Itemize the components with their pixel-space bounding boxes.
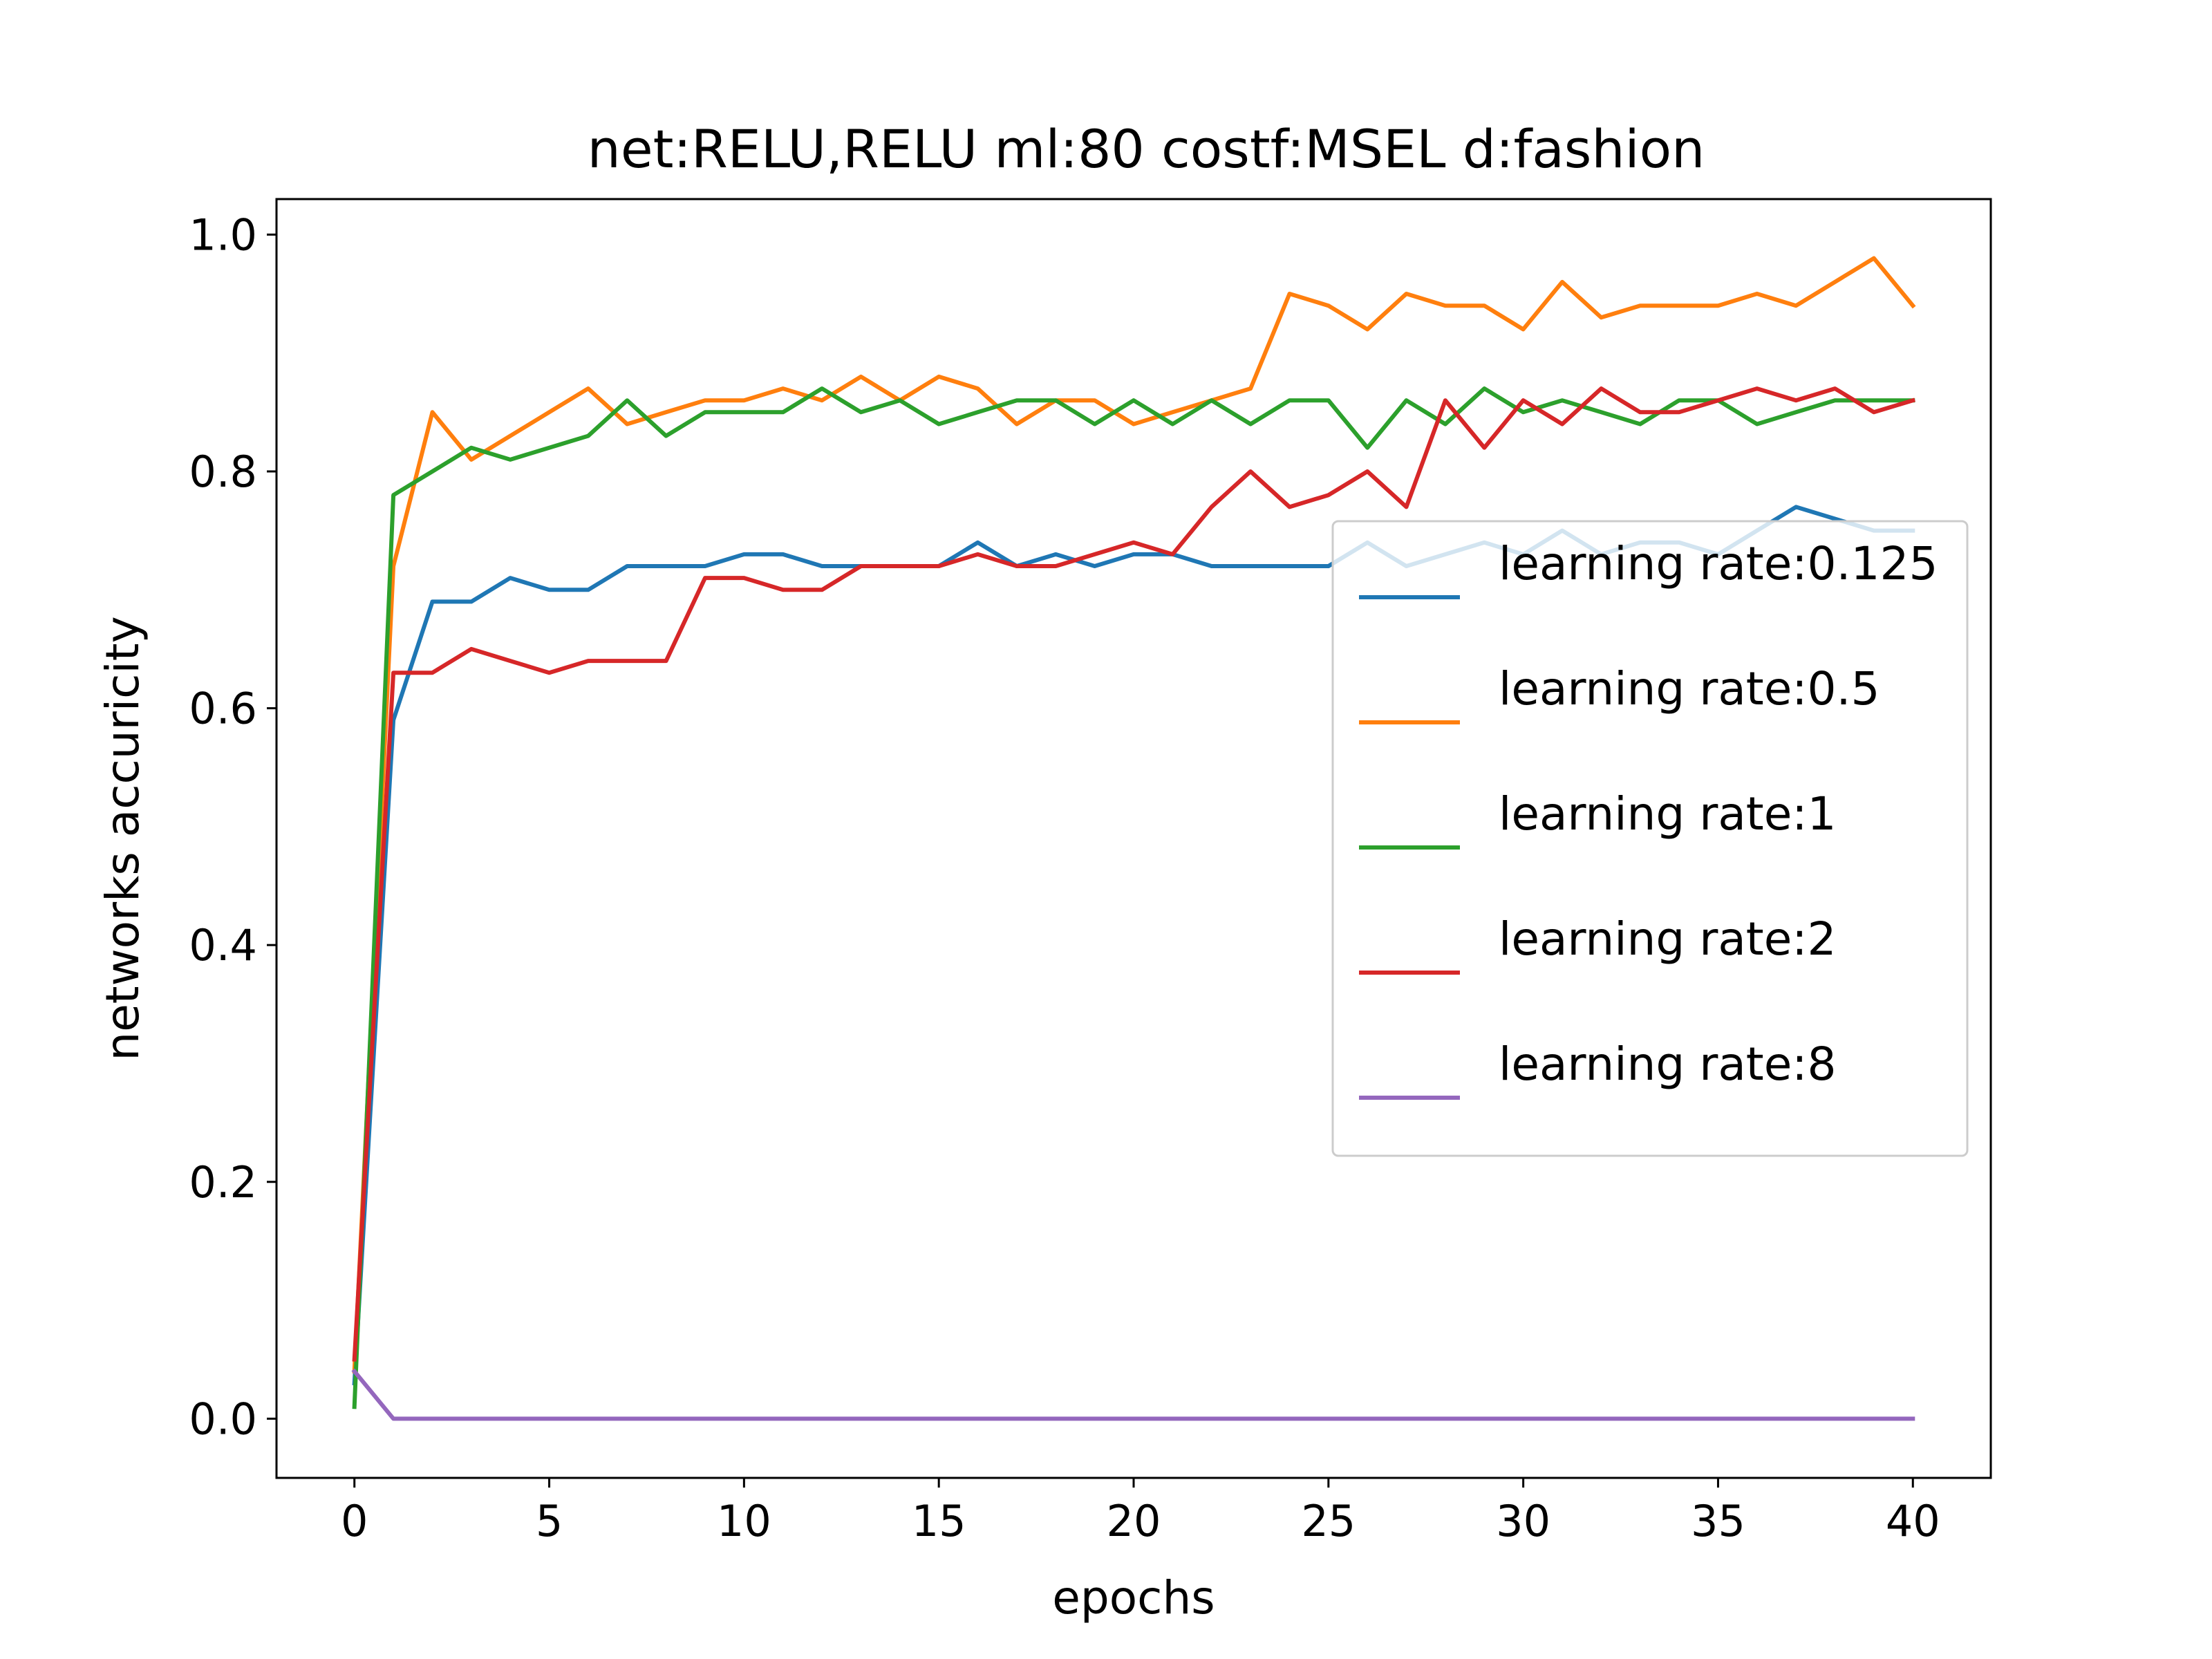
series-line-2 [352, 386, 1915, 1409]
x-tick-label: 35 [1691, 1496, 1745, 1546]
y-axis: 0.0 0.2 0.4 0.6 0.8 1.0 [189, 209, 276, 1444]
x-tick-label: 5 [536, 1496, 563, 1546]
series-line-3 [352, 386, 1916, 1362]
x-tick-label: 40 [1886, 1496, 1940, 1546]
y-tick-label: 0.2 [189, 1157, 257, 1208]
x-tick-label: 15 [912, 1496, 966, 1546]
series-line-4 [351, 1368, 1915, 1421]
legend-items: learning rate:0.125 learning rate:0.5 lear… [1359, 537, 1938, 1100]
chart-title: net:RELU,RELU ml:80 costf:MSEL d:fashion [588, 118, 1705, 180]
legend-box [1331, 520, 1969, 1157]
legend-label: learning rate:0.125 [1499, 537, 1938, 590]
legend: learning rate:0.125 learning rate:0.5 lear… [1331, 520, 1969, 1157]
x-axis-label: epochs [1052, 1571, 1215, 1624]
x-tick-label: 20 [1107, 1496, 1161, 1546]
legend-label: learning rate:8 [1499, 1038, 1837, 1091]
x-axis: 0 5 10 15 20 25 30 35 40 [341, 1478, 1940, 1546]
x-tick-label: 30 [1496, 1496, 1550, 1546]
legend-label: learning rate:2 [1499, 912, 1837, 966]
legend-label: learning rate:1 [1499, 787, 1837, 841]
y-axis-label: networks accuricity [96, 616, 149, 1060]
x-tick-label: 0 [341, 1496, 368, 1546]
y-tick-label: 0.4 [189, 920, 257, 971]
legend-label: learning rate:0.5 [1499, 662, 1880, 715]
x-tick-label: 10 [717, 1496, 771, 1546]
series-layer [351, 256, 1916, 1421]
y-tick-label: 0.0 [189, 1394, 257, 1444]
x-tick-label: 25 [1301, 1496, 1356, 1546]
y-tick-label: 1.0 [189, 209, 257, 260]
y-tick-label: 0.6 [189, 684, 257, 734]
y-tick-label: 0.8 [189, 447, 257, 497]
